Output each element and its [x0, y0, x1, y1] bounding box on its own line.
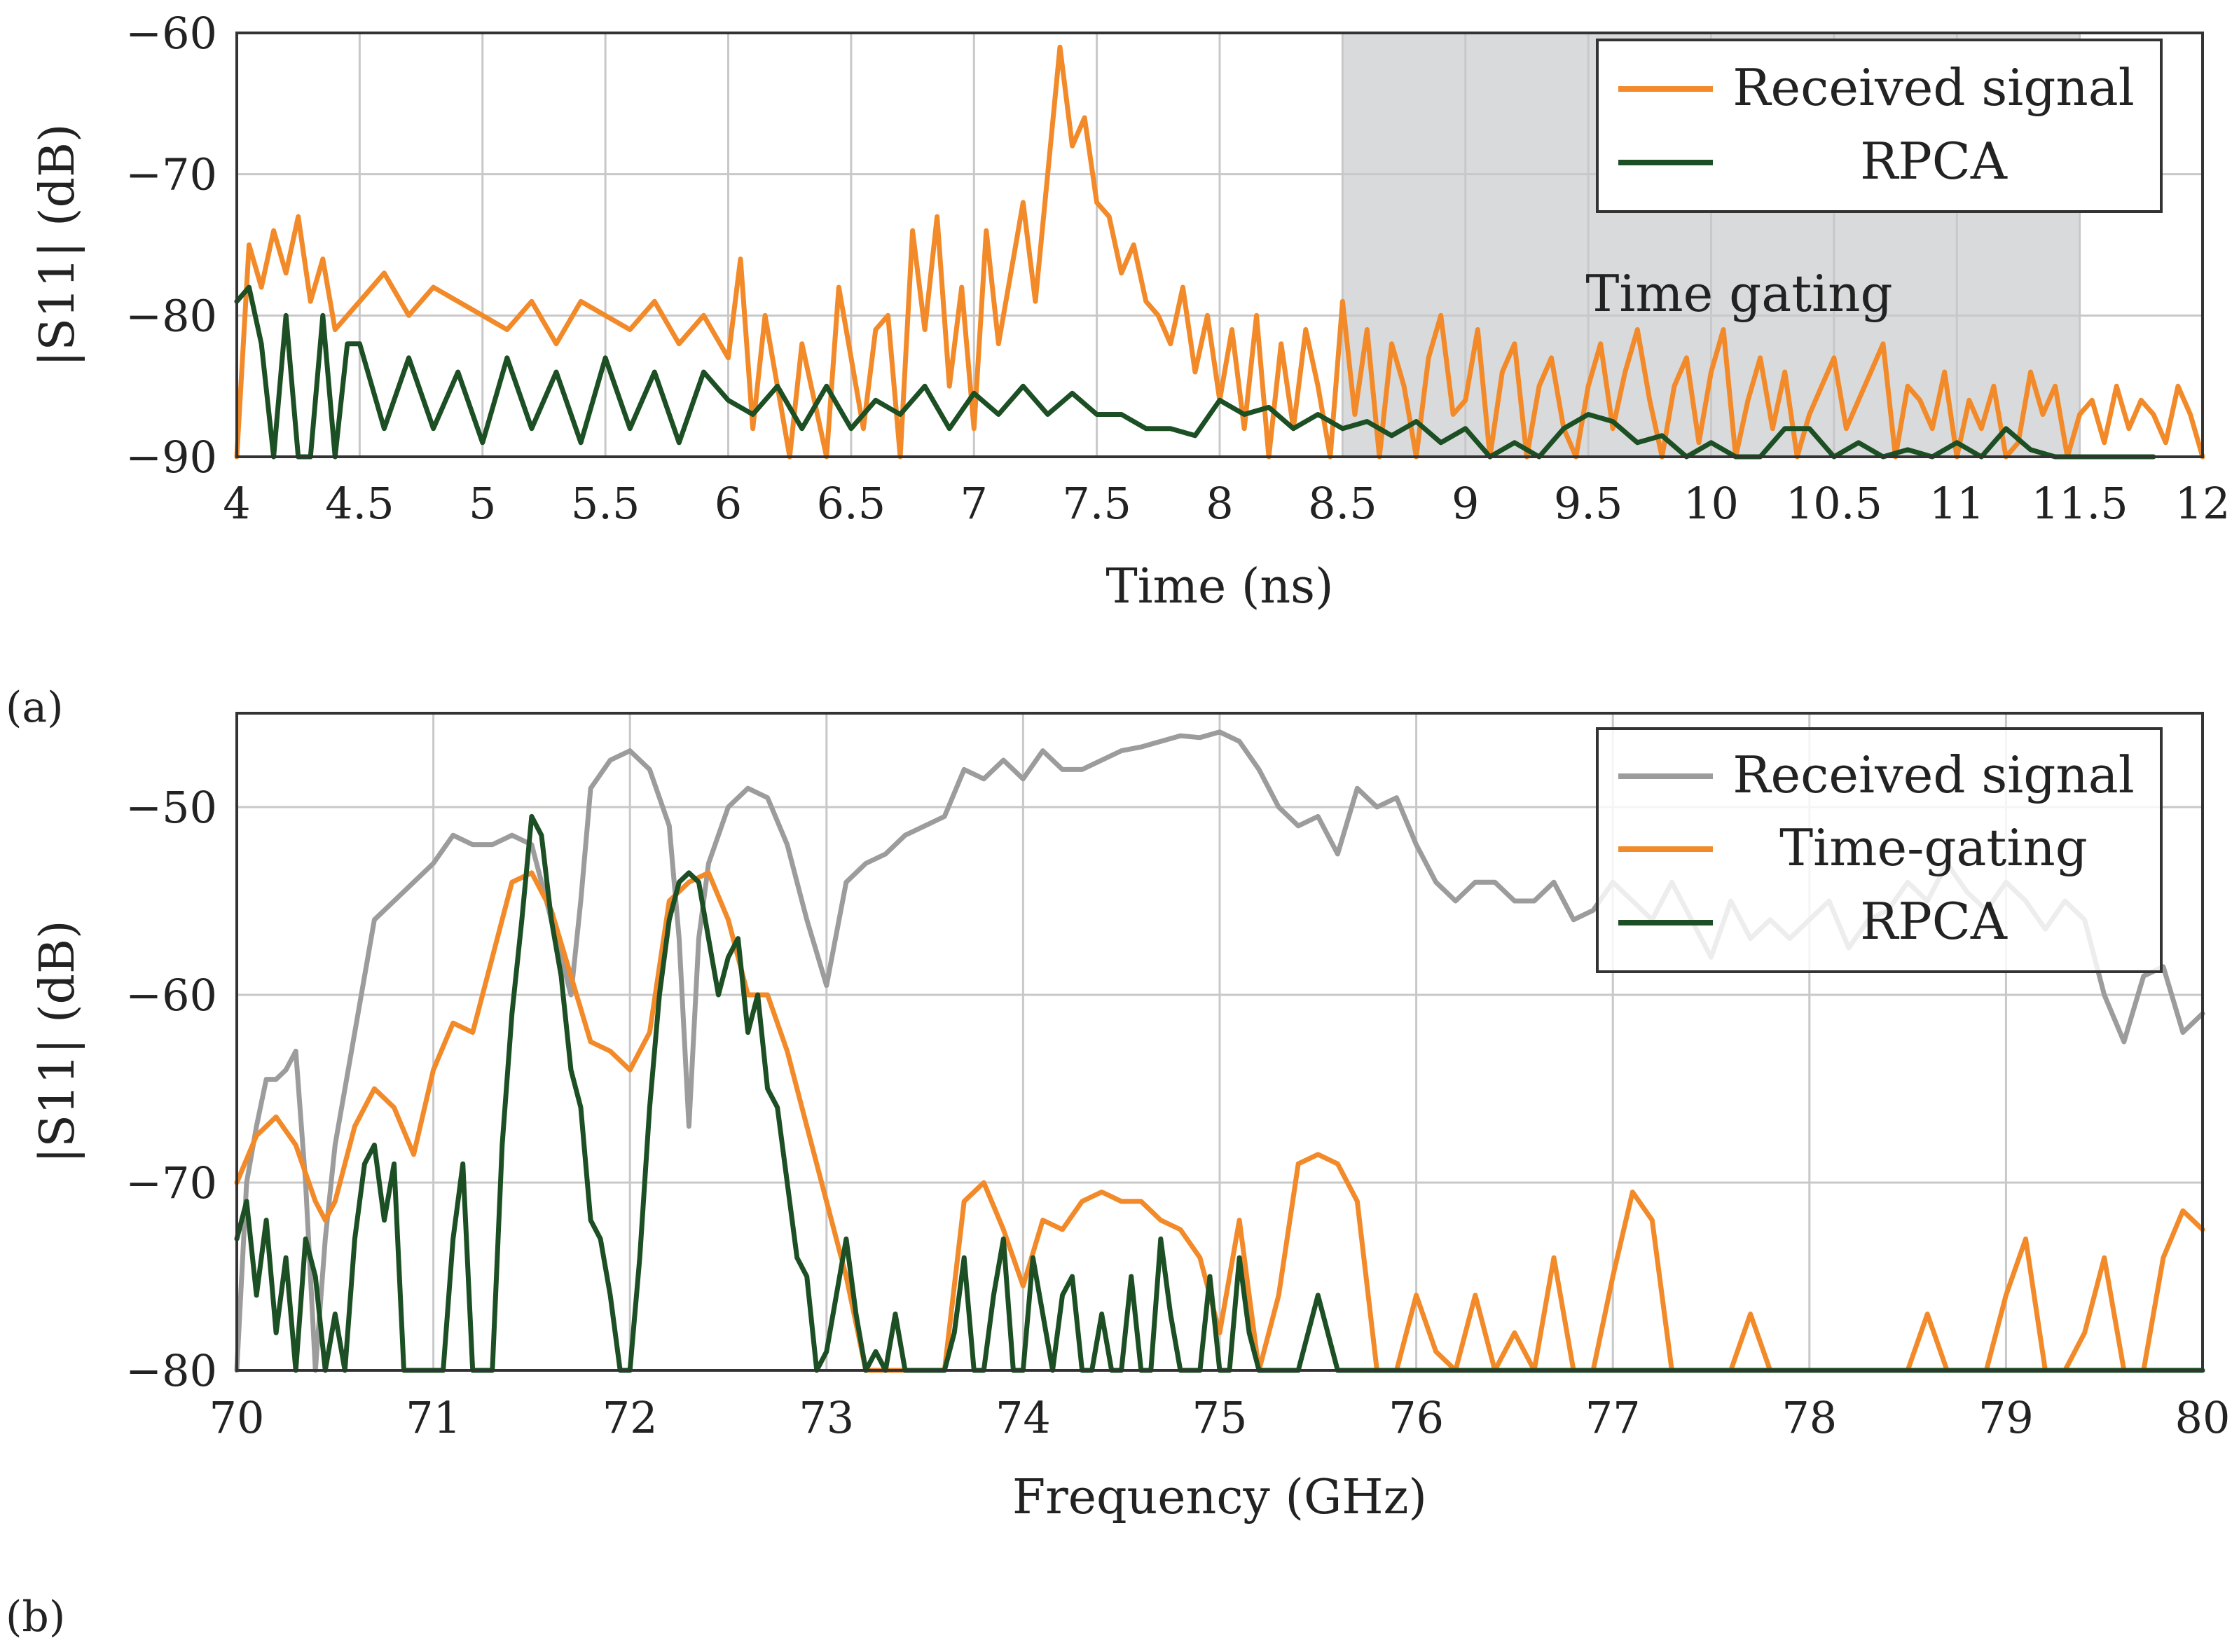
panel-a-x-tick-label: 11 [1929, 478, 1985, 529]
panel-a-series-line-received-signal [234, 44, 2205, 460]
panel-b-y-tick-label: −60 [125, 970, 217, 1021]
panel-b-x-tick-label: 75 [1192, 1392, 1248, 1443]
panel-a-x-tick-label: 4.5 [325, 478, 394, 529]
panel-b-chart: 70 71 72 73 74 75 76 77 78 79 80 −80 −70 −60 −50 Freq… [6, 712, 2231, 1641]
panel-b-y-axis-label: |S11| (dB) [30, 920, 85, 1163]
panel-b-x-tick-label: 78 [1782, 1392, 1837, 1443]
panel-a-plot-frame [235, 32, 2204, 458]
legend-label-received-signal: Received signal [1732, 745, 2134, 804]
panel-a-x-tick-label: 6.5 [817, 478, 886, 529]
panel-b-y-tick-label: −70 [125, 1157, 217, 1209]
panel-b-x-tick-label: 77 [1585, 1392, 1641, 1443]
panel-a-x-tick-label: 7 [960, 478, 988, 529]
panel-b-x-tick-label: 70 [209, 1392, 265, 1443]
legend-label-time-gating: Time-gating [1779, 818, 2088, 877]
panel-a-x-tick-label: 11.5 [2032, 478, 2128, 529]
panel-a-x-tick-label: 5.5 [571, 478, 640, 529]
panel-a-y-tick-label: −90 [125, 432, 217, 483]
panel-b-y-tick-label: −50 [125, 782, 217, 833]
panel-a-x-tick-label: 8 [1206, 478, 1233, 529]
panel-a-x-tick-label: 9 [1452, 478, 1479, 529]
panel-a-y-axis-label: |S11| (dB) [30, 123, 85, 366]
panel-a-y-tick-label: −70 [125, 149, 217, 200]
panel-a-x-tick-label: 10.5 [1786, 478, 1882, 529]
panel-b-x-axis-label: Frequency (GHz) [1012, 1470, 1427, 1525]
panel-b-x-tick-label: 79 [1978, 1392, 2034, 1443]
time-gating-label: Time gating [1585, 264, 1892, 323]
panel-b-y-tick-label: −80 [125, 1345, 217, 1396]
panel-b-x-tick-label: 73 [799, 1392, 854, 1443]
panel-b-plot-frame [235, 712, 2204, 1372]
panel-b-x-tick-label: 74 [996, 1392, 1051, 1443]
panel-a-x-tick-label: 5 [469, 478, 496, 529]
panel-a-y-tick-label: −80 [125, 290, 217, 341]
panel-a-x-tick-label: 7.5 [1062, 478, 1131, 529]
panel-b-x-tick-label: 71 [406, 1392, 461, 1443]
panel-a-x-tick-label: 4 [223, 478, 250, 529]
panel-a-x-tick-label: 10 [1683, 478, 1739, 529]
panel-a-x-tick-label: 6 [715, 478, 742, 529]
panel-a-x-tick-label: 9.5 [1554, 478, 1623, 529]
panel-a-legend: Received signal RPCA [1596, 39, 2163, 213]
panel-a-y-tick-label: −60 [125, 8, 217, 59]
panel-b-x-tick-label: 76 [1389, 1392, 1444, 1443]
panel-b-legend: Received signal Time-gating RPCA [1596, 727, 2163, 973]
panel-a-label: (a) [6, 683, 64, 732]
panel-a-legend-box [1596, 39, 2163, 213]
panel-a-x-tick-label: 8.5 [1308, 478, 1377, 529]
panel-a-chart: 4 4.5 5 5.5 6 6.5 7 7.5 8 8.5 9 9.5 10 10.5 11 11.5 12 −… [6, 8, 2230, 732]
legend-label-rpca: RPCA [1860, 892, 2008, 951]
panel-a-x-tick-label: 12 [2175, 478, 2231, 529]
panel-b-label: (b) [6, 1592, 65, 1641]
panel-b-x-tick-label: 72 [602, 1392, 658, 1443]
panel-b-x-tick-label: 80 [2175, 1392, 2231, 1443]
panel-a-series-line-rpca [234, 284, 2156, 460]
legend-label-rpca: RPCA [1860, 132, 2008, 191]
legend-label-received-signal: Received signal [1732, 58, 2134, 117]
panel-a-x-axis-label: Time (ns) [1105, 559, 1333, 614]
